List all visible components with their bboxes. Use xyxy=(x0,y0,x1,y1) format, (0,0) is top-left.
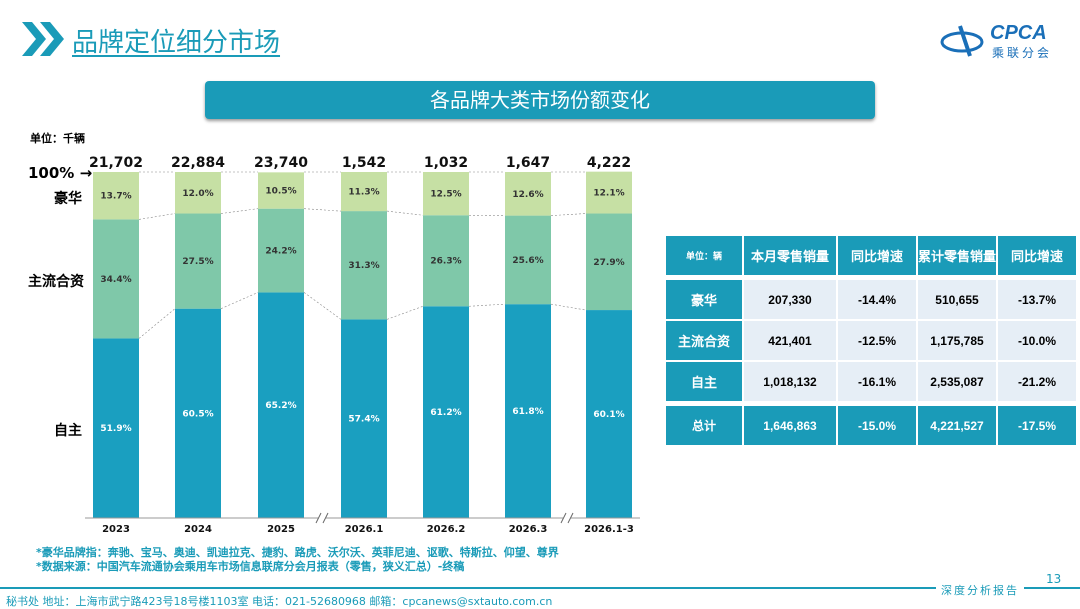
bar-total-label: 1,032 xyxy=(424,155,468,171)
x-tick-label: 2026.2 xyxy=(427,524,466,535)
x-tick-label: 2023 xyxy=(102,524,130,535)
bar-data-label: 57.4% xyxy=(348,415,379,425)
bar-data-label: 51.9% xyxy=(100,424,131,434)
x-tick-label: 2026.1 xyxy=(345,524,384,535)
bar-data-label: 12.1% xyxy=(593,189,624,199)
stacked-bar-chart: 51.9% 34.4% 13.7% 21,702 2023 60.5% 27.5% 12.0%… xyxy=(0,0,660,545)
bar-data-label: 25.6% xyxy=(512,256,543,266)
bar-data-label: 31.3% xyxy=(348,261,379,271)
cell: 510,655 xyxy=(918,280,996,319)
bar-data-label: 10.5% xyxy=(265,187,296,197)
cell: 207,330 xyxy=(744,280,836,319)
connector-line xyxy=(551,214,586,216)
footer-divider xyxy=(0,587,1080,589)
page-number: 13 xyxy=(1046,572,1061,586)
bar-data-label: 60.1% xyxy=(593,410,624,420)
row-label: 自主 xyxy=(666,362,742,401)
row-label: 主流合资 xyxy=(666,321,742,360)
logo-text: CPCA xyxy=(990,22,1047,45)
axis-break xyxy=(563,513,571,523)
connector-line xyxy=(304,209,341,211)
connector-line xyxy=(221,209,258,214)
connector-line xyxy=(551,304,586,310)
cell: 1,175,785 xyxy=(918,321,996,360)
bar-data-label: 34.4% xyxy=(100,275,131,285)
cell: -16.1% xyxy=(838,362,916,401)
bar-total-label: 22,884 xyxy=(171,155,225,171)
row-label: 豪华 xyxy=(666,280,742,319)
x-tick-label: 2024 xyxy=(184,524,212,535)
bar-data-label: 61.2% xyxy=(430,408,461,418)
connector-line xyxy=(139,309,175,339)
bar-data-label: 12.0% xyxy=(182,189,213,199)
bar-total-label: 1,647 xyxy=(506,155,550,171)
cell: -21.2% xyxy=(998,362,1076,401)
table-header: 同比增速 xyxy=(838,236,916,275)
cell: -14.4% xyxy=(838,280,916,319)
connector-line xyxy=(304,292,341,319)
cell: -13.7% xyxy=(998,280,1076,319)
cell: 4,221,527 xyxy=(918,406,996,445)
table-header: 累计零售销量 xyxy=(918,236,996,275)
bar-total-label: 23,740 xyxy=(254,155,308,171)
note-luxury: *豪华品牌指：奔驰、宝马、奥迪、凯迪拉克、捷豹、路虎、沃尔沃、英菲尼迪、讴歌、特… xyxy=(36,546,559,560)
bar-data-label: 60.5% xyxy=(182,409,213,419)
bar-data-label: 13.7% xyxy=(100,192,131,202)
connector-line xyxy=(387,306,423,319)
row-label: 总计 xyxy=(666,406,742,445)
connector-line xyxy=(387,211,423,215)
connector-line xyxy=(469,304,505,306)
table-header: 本月零售销量 xyxy=(744,236,836,275)
cell: -12.5% xyxy=(838,321,916,360)
bar-data-label: 27.5% xyxy=(182,257,213,267)
bar-data-label: 27.9% xyxy=(593,258,624,268)
footnotes: *豪华品牌指：奔驰、宝马、奥迪、凯迪拉克、捷豹、路虎、沃尔沃、英菲尼迪、讴歌、特… xyxy=(36,546,559,574)
bar-data-label: 65.2% xyxy=(265,401,296,411)
bar-total-label: 21,702 xyxy=(89,155,143,171)
bar-data-label: 61.8% xyxy=(512,407,543,417)
x-tick-label: 2026.3 xyxy=(509,524,548,535)
bar-total-label: 1,542 xyxy=(342,155,386,171)
note-source: *数据来源：中国汽车流通协会乘用车市场信息联席分会月报表（零售，狭义汇总）-终稿 xyxy=(36,560,559,574)
x-tick-label: 2026.1-3 xyxy=(584,524,634,535)
cell: 1,646,863 xyxy=(744,406,836,445)
cell: -10.0% xyxy=(998,321,1076,360)
bar-total-label: 4,222 xyxy=(587,155,631,171)
axis-break xyxy=(318,513,326,523)
bar-data-label: 12.5% xyxy=(430,190,461,200)
connector-line xyxy=(221,292,258,308)
cell: -17.5% xyxy=(998,406,1076,445)
report-label: 深度分析报告 xyxy=(936,582,1024,598)
footer-address: 秘书处 地址：上海市武宁路423号18号楼1103室 电话：021-526809… xyxy=(6,593,552,609)
connector-line xyxy=(139,214,175,220)
cell: 1,018,132 xyxy=(744,362,836,401)
logo-sub: 乘联分会 xyxy=(992,44,1052,61)
cell: -15.0% xyxy=(838,406,916,445)
bar-data-label: 12.6% xyxy=(512,190,543,200)
table-header: 单位：辆 xyxy=(666,236,742,275)
x-tick-label: 2025 xyxy=(267,524,295,535)
bar-data-label: 11.3% xyxy=(348,188,379,198)
cell: 421,401 xyxy=(744,321,836,360)
cell: 2,535,087 xyxy=(918,362,996,401)
bar-data-label: 24.2% xyxy=(265,247,296,257)
table-header: 同比增速 xyxy=(998,236,1076,275)
table-header-row: 单位：辆 本月零售销量 同比增速 累计零售销量 同比增速 xyxy=(666,236,1076,275)
bar-data-label: 26.3% xyxy=(430,257,461,267)
